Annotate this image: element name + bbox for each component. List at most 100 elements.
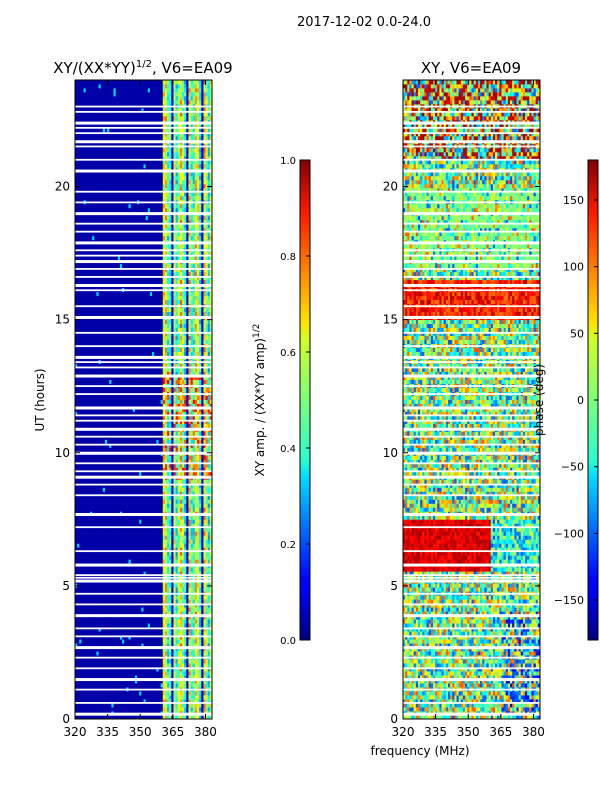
flagged-row: [75, 475, 212, 479]
colorbar-tick-label: 100: [563, 261, 584, 274]
y-tick-label: 10: [55, 446, 70, 460]
phase-y-axis: 0 5 10 15 20: [383, 180, 540, 726]
flagged-row: [75, 656, 212, 659]
flagged-row: [75, 331, 212, 334]
x-tick-label: 380: [194, 725, 217, 739]
flagged-row: [75, 260, 212, 264]
flagged-row: [403, 462, 540, 465]
amp-cb-label-main: XY amp. / (XX*YY amp): [253, 338, 267, 476]
flagged-row: [403, 414, 540, 417]
flagged-row: [403, 132, 540, 135]
flagged-row: [403, 212, 540, 216]
flagged-row: [75, 345, 212, 348]
flagged-row: [403, 656, 540, 659]
flagged-row: [403, 526, 540, 529]
flagged-row: [403, 393, 540, 395]
colorbar-tick-label: 0.8: [280, 252, 296, 263]
flagged-row: [403, 260, 540, 264]
amp-title-exp: 1/2: [136, 59, 152, 70]
flagged-row: [75, 374, 212, 378]
phase-axes-frame: [402, 79, 541, 720]
colorbar-tick-label: 0.0: [280, 636, 296, 647]
colorbar-tick-label: −50: [561, 461, 584, 474]
flagged-row: [75, 132, 212, 135]
amp-heatmap: [75, 80, 212, 719]
flagged-row: [75, 276, 212, 278]
flagged-row: [403, 592, 540, 595]
flagged-row: [403, 230, 540, 233]
x-tick-label: 365: [161, 725, 184, 739]
flagged-row: [403, 190, 540, 193]
flagged-row: [75, 145, 212, 148]
phase-heatmap: [403, 80, 540, 719]
amplitude-panel: XY/(XX*YY)1/2, V6=EA09 320 335 350 365 380 0…: [33, 59, 233, 739]
flagged-row: [403, 443, 540, 446]
flagged-row: [403, 140, 540, 144]
flagged-row: [403, 614, 540, 618]
amp-colorbar-ticks: 0.0 0.2 0.4 0.6 0.8 1.0: [280, 156, 310, 647]
flagged-row: [403, 355, 540, 359]
amp-ylabel: UT (hours): [33, 368, 47, 431]
flagged-row: [75, 576, 212, 579]
suptitle: 2017-12-02 0.0-24.0: [297, 15, 431, 30]
flagged-row: [403, 579, 540, 583]
flagged-row: [403, 512, 540, 516]
flagged-row: [75, 406, 212, 410]
flagged-row: [403, 603, 540, 606]
flagged-row: [75, 284, 212, 288]
y-tick-label: 15: [55, 313, 70, 327]
flagged-row: [403, 331, 540, 334]
flagged-row: [75, 603, 212, 606]
flagged-row: [403, 169, 540, 173]
flagged-row: [403, 249, 540, 252]
flagged-row: [75, 483, 212, 486]
flagged-row: [75, 494, 212, 497]
flagged-row: [75, 222, 212, 225]
phase-colorbar: −150 −100 −50 0 50 100 150 phase (deg): [532, 159, 599, 641]
flagged-row: [403, 494, 540, 497]
flagged-row: [403, 667, 540, 670]
phase-x-axis: 320 335 350 365 380: [392, 80, 545, 739]
flagged-row: [75, 667, 212, 670]
y-tick-label: 0: [62, 712, 70, 726]
flagged-row: [403, 201, 540, 204]
phase-colorbar-ticks: −150 −100 −50 0 50 100 150: [554, 194, 598, 607]
amp-x-axis: 320 335 350 365 380: [64, 80, 217, 739]
flagged-row: [403, 576, 540, 579]
flagged-row: [75, 140, 212, 144]
amp-colorbar-label: XY amp. / (XX*YY amp)1/2: [252, 324, 267, 477]
flagged-row: [403, 145, 540, 148]
flagged-row: [403, 268, 540, 270]
flagged-row: [403, 427, 540, 431]
flagged-row: [403, 483, 540, 486]
x-tick-label: 380: [522, 725, 545, 739]
flagged-row: [403, 419, 540, 422]
flagged-row: [75, 592, 212, 595]
flagged-row: [75, 419, 212, 422]
flagged-row: [403, 574, 540, 577]
amp-cb-label-exp: 1/2: [252, 324, 262, 338]
flagged-row: [403, 366, 540, 369]
flagged-row: [403, 305, 540, 308]
colorbar-tick-label: 150: [563, 194, 584, 207]
flagged-row: [403, 361, 540, 364]
x-tick-label: 350: [457, 725, 480, 739]
flagged-row: [403, 406, 540, 410]
amp-axes-frame: [74, 79, 213, 720]
flagged-row: [403, 470, 540, 473]
flagged-row: [403, 451, 540, 455]
x-tick-label: 335: [424, 725, 447, 739]
flagged-row: [75, 435, 212, 438]
colorbar-tick-label: 0.4: [280, 444, 296, 455]
y-tick-label: 20: [55, 180, 70, 194]
flagged-row: [403, 678, 540, 682]
x-tick-label: 320: [392, 725, 415, 739]
colorbar-tick-label: 50: [570, 327, 584, 340]
flagged-row: [75, 550, 212, 553]
shared-xlabel: frequency (MHz): [370, 744, 469, 758]
flagged-row: [403, 563, 540, 567]
flagged-row: [403, 646, 540, 650]
flagged-row: [403, 110, 540, 113]
flagged-row: [403, 374, 540, 378]
flagged-row: [403, 475, 540, 479]
